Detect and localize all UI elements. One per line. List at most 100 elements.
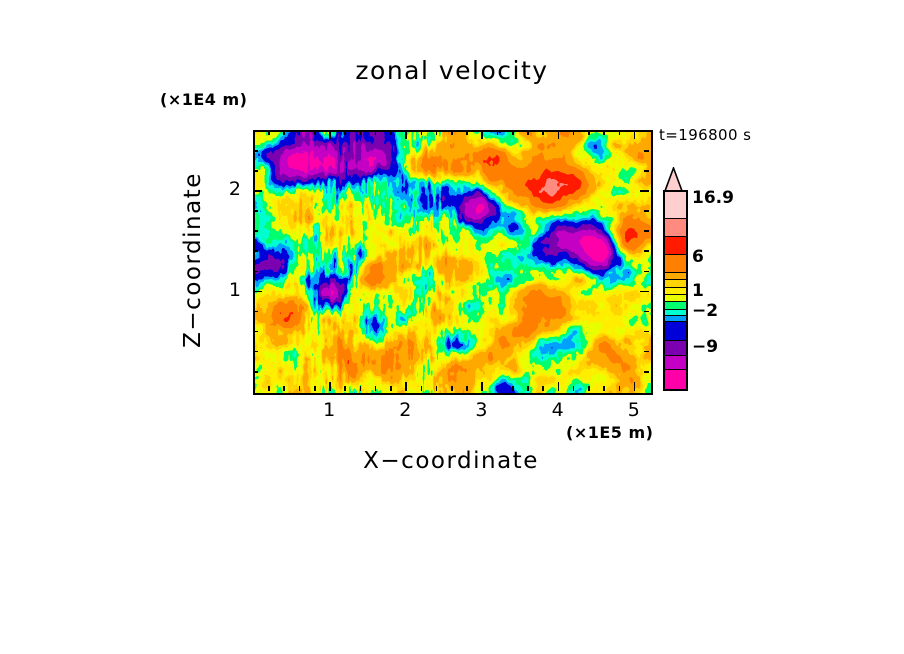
x-tick-top xyxy=(633,130,636,139)
x-tick-top xyxy=(405,130,407,139)
y-tick-left xyxy=(253,250,258,253)
colorbar-band-7 xyxy=(665,295,686,303)
x-tick-bottom xyxy=(344,386,346,391)
x-tick-top xyxy=(572,130,575,135)
x-tick-top xyxy=(390,130,392,135)
colorbar-band-4 xyxy=(665,272,686,281)
x-tick-bottom xyxy=(283,386,286,391)
colorbar-label-3: −2 xyxy=(692,301,719,321)
y-tick-right xyxy=(640,190,649,192)
x-tick-top xyxy=(344,130,346,135)
y-tick-left xyxy=(253,370,258,373)
y-tick-left xyxy=(253,230,258,232)
y-tick-right xyxy=(644,250,649,253)
x-tick-top xyxy=(618,130,621,135)
colorbar-band-8 xyxy=(665,302,686,310)
colorbar-band-1 xyxy=(665,219,686,238)
x-tick-top xyxy=(313,130,316,135)
x-tick-bottom xyxy=(633,382,636,391)
x-tick-bottom xyxy=(268,386,270,391)
x-tick-bottom xyxy=(603,386,605,391)
x-tick-bottom xyxy=(588,386,590,391)
colorbar-label-1: 6 xyxy=(692,247,704,267)
contour-plot-area xyxy=(253,130,653,395)
time-annotation: t=196800 s xyxy=(659,126,752,144)
y-tick-right xyxy=(644,150,649,152)
y-tick-right xyxy=(640,290,649,293)
x-tick-bottom xyxy=(313,386,316,391)
colorbar-band-13 xyxy=(665,355,686,370)
colorbar-label-4: −9 xyxy=(692,337,719,357)
contour-field xyxy=(255,132,651,393)
x-tick-top xyxy=(374,130,377,135)
x-tick-top xyxy=(542,130,544,135)
y-tick-left xyxy=(253,150,258,152)
x-tick-top xyxy=(466,130,468,135)
page-title: zonal velocity xyxy=(355,56,549,85)
x-tick-bottom xyxy=(572,386,575,391)
x-tick-bottom xyxy=(496,386,499,391)
x-tick-bottom xyxy=(420,386,423,391)
x-tick-bottom xyxy=(329,382,331,391)
colorbar-label-0: 16.9 xyxy=(692,188,734,208)
colorbar-band-11 xyxy=(665,322,686,342)
x-tick-label-5: 5 xyxy=(627,399,640,421)
colorbar xyxy=(663,190,688,391)
colorbar-band-12 xyxy=(665,341,686,356)
y-tick-right xyxy=(644,370,649,373)
colorbar-arrow-icon xyxy=(663,167,684,192)
x-tick-bottom xyxy=(390,386,392,391)
y-tick-right xyxy=(644,210,649,212)
colorbar-label-2: 1 xyxy=(692,281,704,301)
x-tick-bottom xyxy=(405,382,407,391)
x-tick-label-3: 3 xyxy=(475,399,488,421)
x-tick-top xyxy=(557,130,560,139)
y-tick-left xyxy=(253,290,262,293)
x-tick-label-1: 1 xyxy=(323,399,336,421)
y-tick-left xyxy=(253,270,258,273)
x-tick-bottom xyxy=(618,386,621,391)
y-tick-right xyxy=(644,230,649,232)
x-axis-title: X−coordinate xyxy=(363,448,539,474)
y-tick-left xyxy=(253,190,262,192)
colorbar-band-0 xyxy=(665,192,686,220)
x-axis-unit-label: (×1E5 m) xyxy=(566,423,654,442)
y-tick-right xyxy=(644,170,649,172)
x-tick-label-4: 4 xyxy=(551,399,564,421)
y-tick-left xyxy=(253,330,258,333)
x-tick-top xyxy=(527,130,529,135)
x-tick-bottom xyxy=(557,382,560,391)
y-axis-unit-label: (×1E4 m) xyxy=(160,90,248,109)
x-tick-bottom xyxy=(527,386,529,391)
y-axis-title: Z−coordinate xyxy=(178,140,208,380)
y-tick-left xyxy=(253,170,258,172)
y-tick-right xyxy=(644,330,649,333)
y-tick-right xyxy=(644,270,649,273)
x-tick-bottom xyxy=(451,386,453,391)
colorbar-band-5 xyxy=(665,280,686,288)
y-tick-left xyxy=(253,350,258,353)
colorbar-band-10 xyxy=(665,315,686,323)
x-tick-top xyxy=(298,130,301,135)
x-tick-label-2: 2 xyxy=(399,399,412,421)
colorbar-band-14 xyxy=(665,369,686,389)
x-tick-top xyxy=(435,130,438,135)
x-tick-top xyxy=(603,130,605,135)
x-tick-top xyxy=(283,130,286,135)
y-axis-title-text: Z−coordinate xyxy=(180,172,207,348)
x-tick-top xyxy=(496,130,499,135)
x-tick-top xyxy=(588,130,590,135)
x-tick-bottom xyxy=(466,386,468,391)
y-tick-label-1: 1 xyxy=(228,278,241,301)
y-tick-right xyxy=(644,350,649,353)
x-tick-bottom xyxy=(374,386,377,391)
x-tick-top xyxy=(420,130,423,135)
colorbar-band-3 xyxy=(665,255,686,273)
x-tick-top xyxy=(359,130,362,135)
y-tick-right xyxy=(644,310,649,313)
x-tick-bottom xyxy=(298,386,301,391)
colorbar-band-6 xyxy=(665,287,686,296)
x-tick-bottom xyxy=(481,382,484,391)
y-tick-left xyxy=(253,210,258,212)
